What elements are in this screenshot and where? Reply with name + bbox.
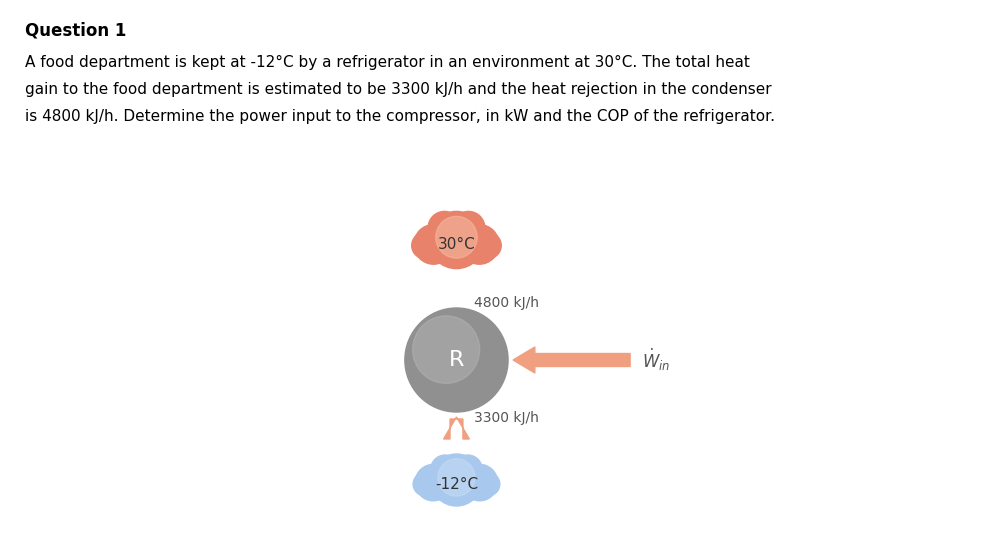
Circle shape [431,455,460,484]
Circle shape [437,466,475,504]
Circle shape [475,232,501,259]
Circle shape [415,464,451,501]
Text: gain to the food department is estimated to be 3300 kJ/h and the heat rejection : gain to the food department is estimated… [25,82,772,97]
Circle shape [452,211,485,245]
Circle shape [435,226,477,268]
FancyArrow shape [513,347,630,373]
Circle shape [435,216,477,258]
Text: 3300 kJ/h: 3300 kJ/h [475,411,540,425]
Circle shape [414,225,453,264]
Text: -12°C: -12°C [434,477,478,492]
Text: A food department is kept at -12°C by a refrigerator in an environment at 30°C. : A food department is kept at -12°C by a … [25,55,750,70]
Circle shape [412,232,437,259]
Circle shape [453,455,483,484]
Circle shape [405,308,508,412]
Circle shape [413,316,480,384]
Text: $\dot{W}_{in}$: $\dot{W}_{in}$ [642,347,670,373]
Circle shape [460,225,499,264]
Circle shape [477,473,499,496]
Text: R: R [449,350,464,370]
Text: Question 1: Question 1 [25,22,126,40]
Circle shape [413,473,435,496]
Circle shape [437,459,475,496]
Text: 30°C: 30°C [437,237,476,252]
Circle shape [431,454,483,506]
FancyArrow shape [443,417,469,439]
Text: 4800 kJ/h: 4800 kJ/h [475,296,540,310]
Circle shape [428,211,485,269]
Circle shape [428,211,461,245]
Text: is 4800 kJ/h. Determine the power input to the compressor, in kW and the COP of : is 4800 kJ/h. Determine the power input … [25,109,775,124]
Circle shape [462,464,497,501]
